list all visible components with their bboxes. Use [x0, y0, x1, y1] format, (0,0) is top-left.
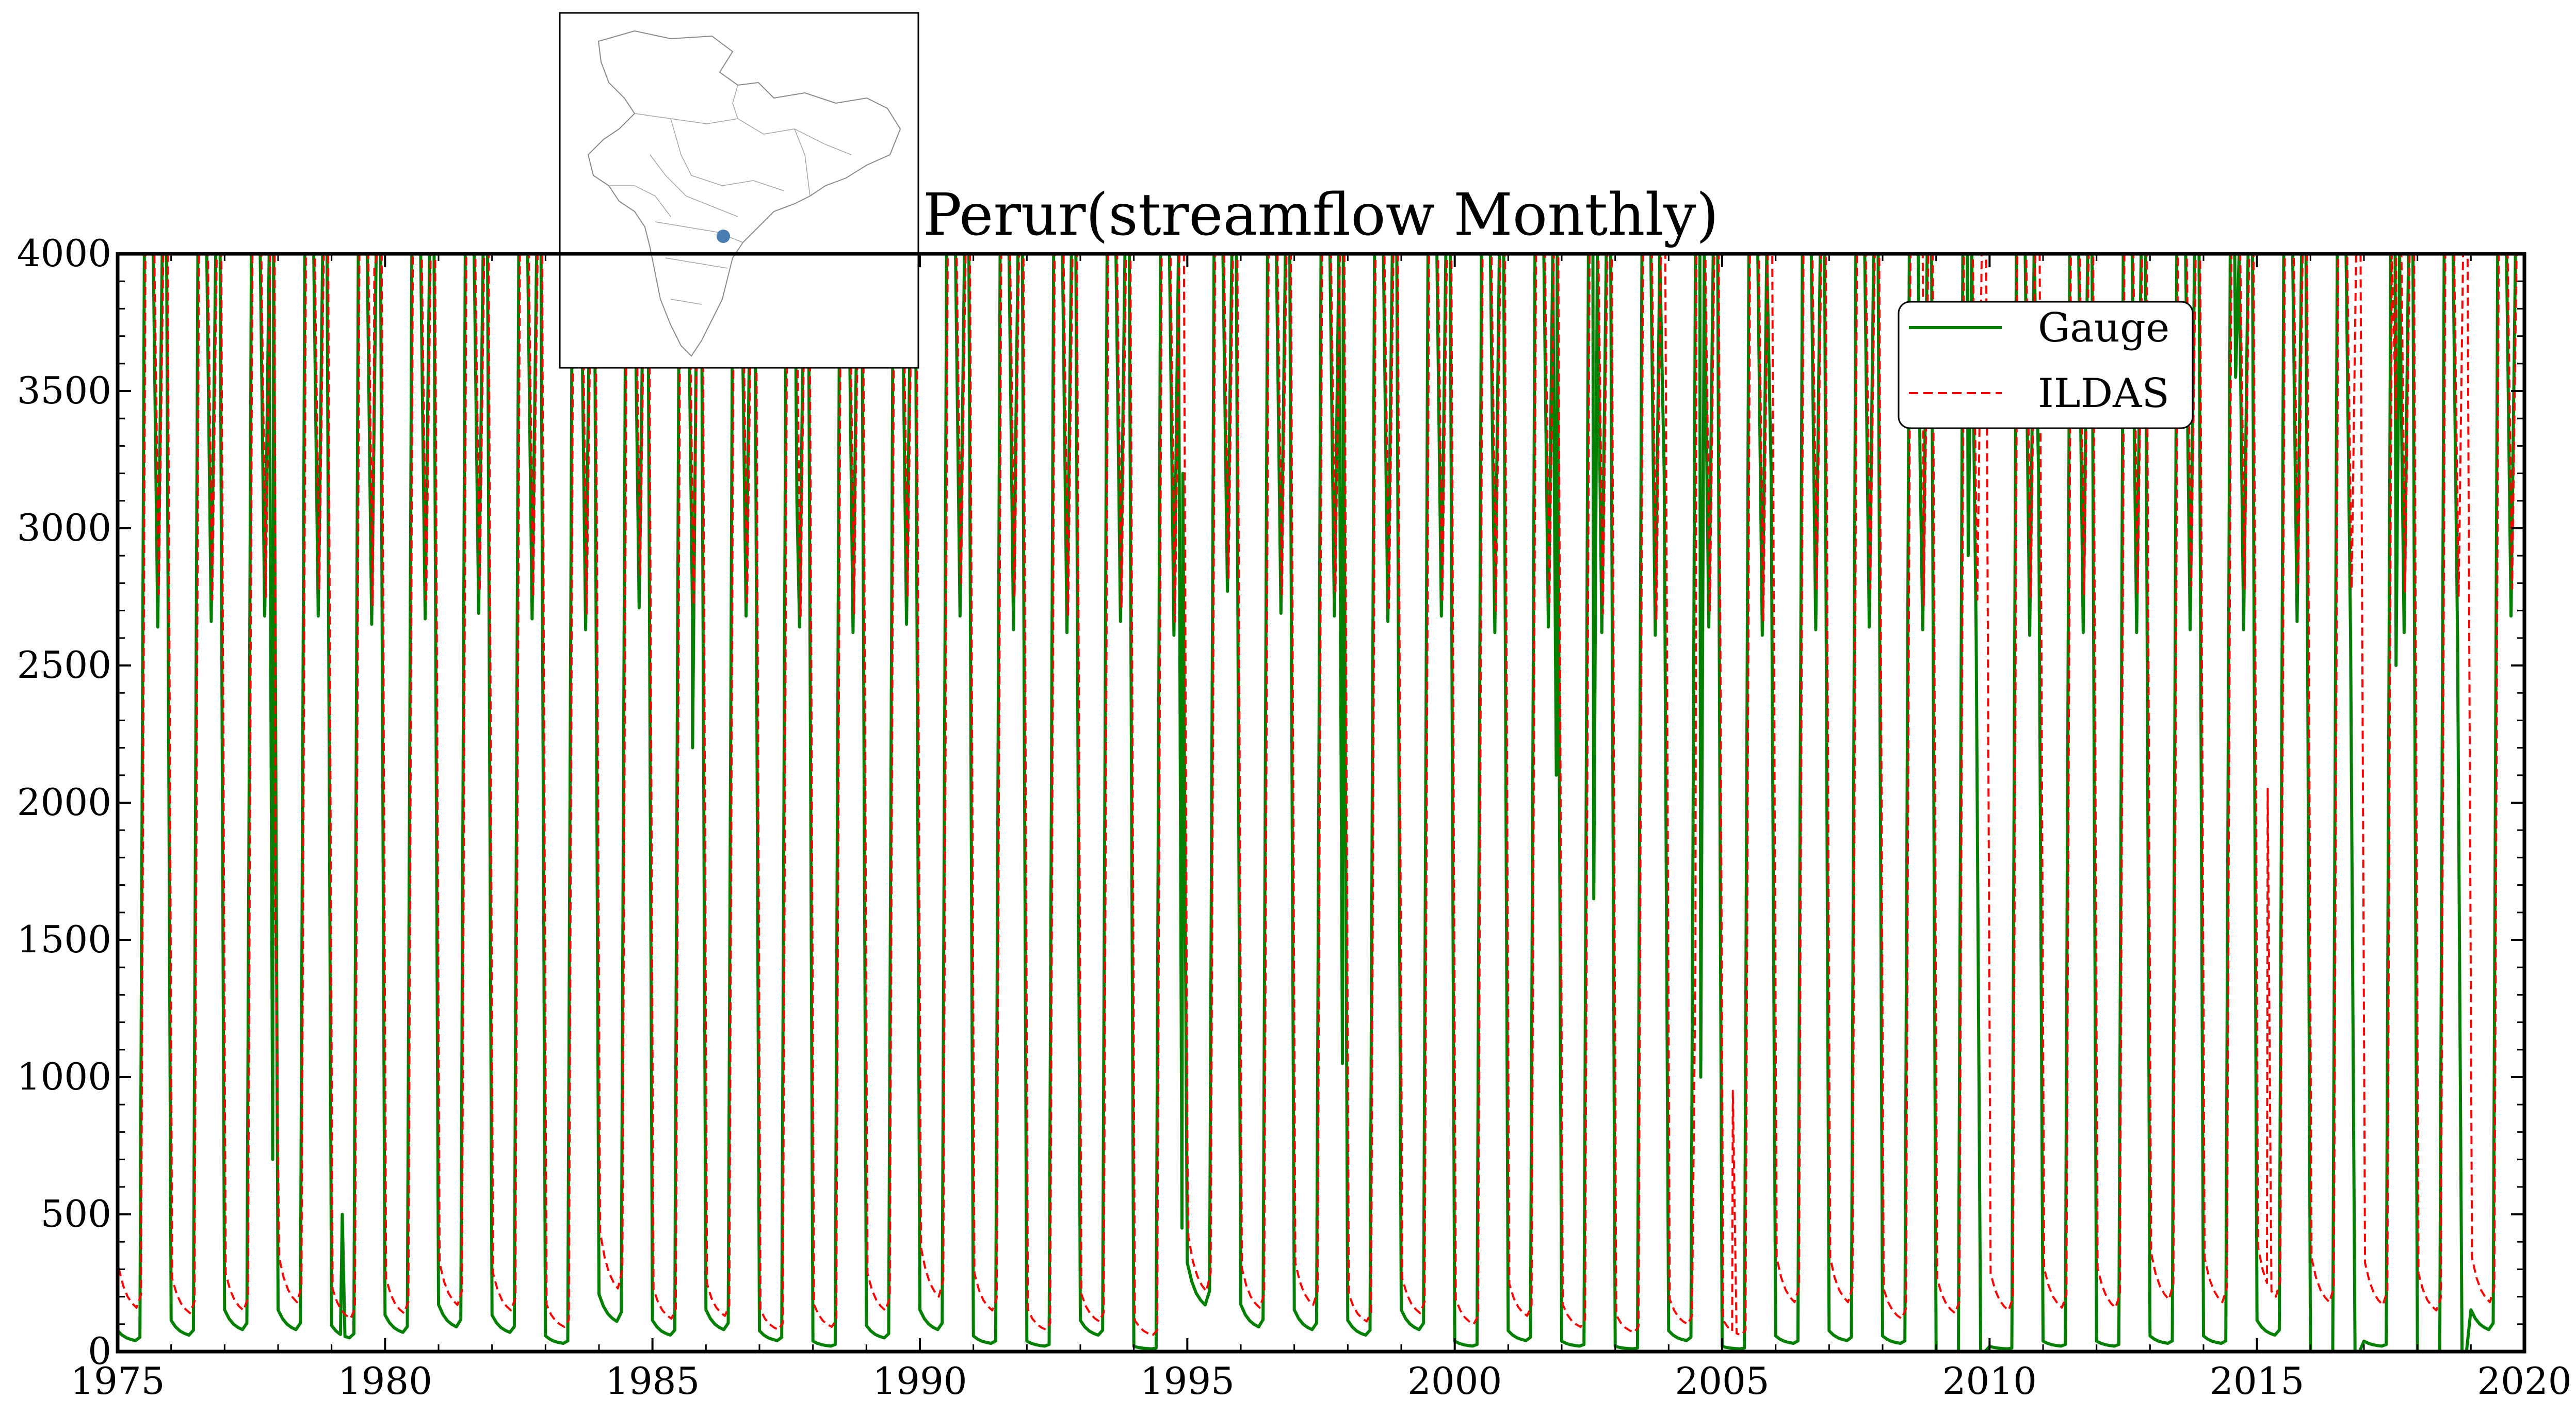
x-tick-label: 2015	[2210, 1359, 2304, 1403]
inset-map	[559, 12, 919, 369]
x-tick-label: 2005	[1675, 1359, 1769, 1403]
legend-label-gauge: Gauge	[2038, 305, 2169, 351]
chart-title: Perur(streamflow Monthly)	[923, 182, 1719, 249]
y-tick-label: 1000	[17, 1055, 111, 1098]
gauge-location-marker	[717, 230, 730, 243]
x-tick-label: 1995	[1140, 1359, 1235, 1403]
x-tick-label: 1990	[872, 1359, 967, 1403]
inset-map-boundaries	[609, 85, 852, 305]
legend-label-ildas: ILDAS	[2038, 370, 2169, 417]
y-tick-label: 1500	[17, 918, 111, 961]
x-tick-label: 2010	[1942, 1359, 2037, 1403]
x-tick-label: 2000	[1407, 1359, 1502, 1403]
x-tick-label: 1980	[338, 1359, 432, 1403]
y-tick-label: 2500	[17, 643, 111, 687]
y-tick-label: 0	[88, 1329, 111, 1373]
plot-frame	[116, 252, 2526, 1354]
inset-frame	[559, 12, 919, 369]
y-tick-label: 2000	[17, 781, 111, 824]
series-line-ildas	[118, 253, 2521, 1337]
y-tick-label: 3000	[17, 506, 111, 549]
y-tick-label: 500	[41, 1192, 111, 1236]
y-tick-label: 3500	[17, 369, 111, 412]
axis-layer: 1975 1980 1985 1990 1995 2000 2005 2010 2015 2020…	[17, 232, 2572, 1403]
y-tick-label: 4000	[17, 232, 111, 275]
x-tick-label: 1985	[605, 1359, 700, 1403]
x-tick-label: 1975	[70, 1359, 165, 1403]
legend-box	[1898, 301, 2194, 429]
legend: Gauge ILDAS	[1898, 301, 2194, 429]
x-tick-label: 2020	[2477, 1359, 2571, 1403]
inset-map-outline	[587, 30, 901, 357]
